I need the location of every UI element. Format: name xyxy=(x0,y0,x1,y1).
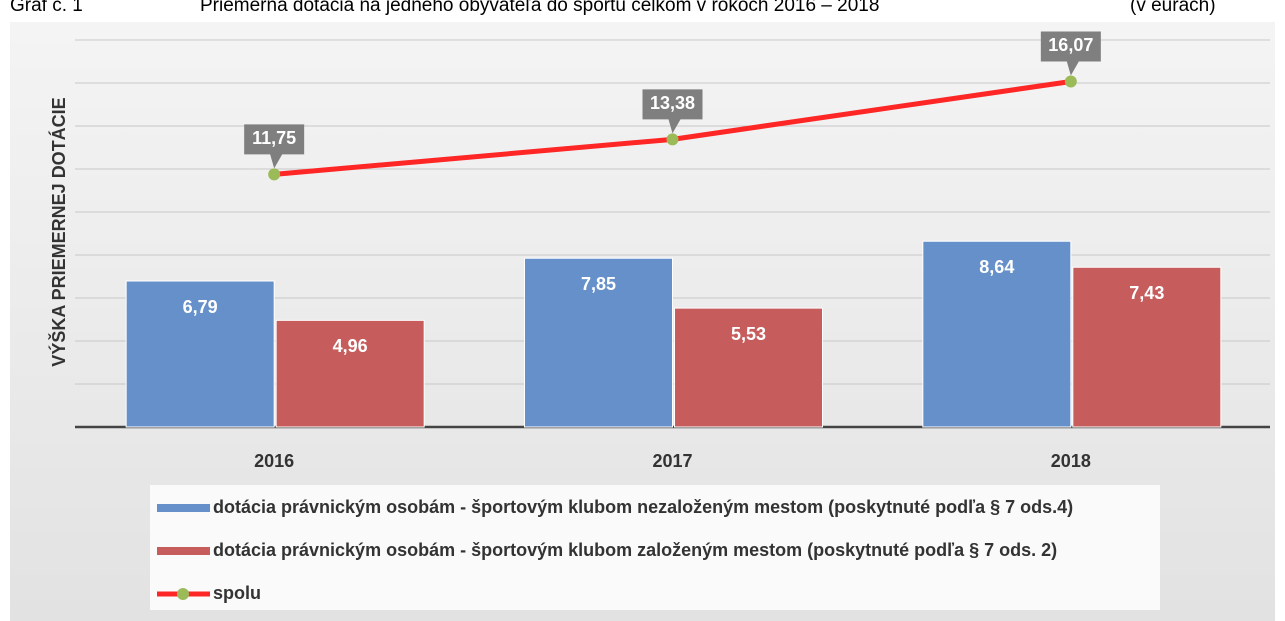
legend-marker xyxy=(177,588,189,600)
bar xyxy=(922,240,1072,428)
bar xyxy=(125,280,275,428)
data-label-box xyxy=(642,89,703,134)
line-marker xyxy=(666,133,679,146)
legend-label: spolu xyxy=(213,583,261,603)
line-marker xyxy=(268,168,281,181)
y-axis-label: VÝŠKA PRIEMERNEJ DOTÁCIE xyxy=(48,97,69,366)
bar xyxy=(275,319,425,428)
bar xyxy=(524,257,673,428)
legend-swatch xyxy=(157,547,210,555)
chart-title: Priemerná dotácia na jedného obyvateľa d… xyxy=(200,0,879,16)
bar-value-label: 4,96 xyxy=(333,336,368,356)
x-tick-label: 2018 xyxy=(1051,451,1091,471)
legend-swatch xyxy=(157,504,210,512)
legend-label: dotácia právnickým osobám - športovým kl… xyxy=(213,497,1073,517)
bar-value-label: 7,43 xyxy=(1129,283,1164,303)
bar-value-label: 8,64 xyxy=(979,257,1014,277)
data-label-box xyxy=(244,124,305,169)
data-label-box xyxy=(1040,31,1101,76)
line-value-label: 16,07 xyxy=(1048,35,1093,55)
chart-title-number: Graf č. 1 xyxy=(10,0,83,16)
line-value-label: 13,38 xyxy=(650,93,695,113)
x-tick-label: 2016 xyxy=(254,451,294,471)
bar-value-label: 5,53 xyxy=(731,324,766,344)
line-marker xyxy=(1064,75,1077,88)
line-value-label: 11,75 xyxy=(252,128,296,148)
chart-title-unit: (v eurách) xyxy=(1130,0,1216,16)
bar xyxy=(674,307,823,428)
legend xyxy=(150,485,1160,610)
bar-value-label: 6,79 xyxy=(183,297,218,317)
bar-value-label: 7,85 xyxy=(581,274,616,294)
legend-label: dotácia právnickým osobám - športovým kl… xyxy=(213,540,1057,560)
x-tick-label: 2017 xyxy=(652,451,692,471)
bar xyxy=(1072,266,1222,428)
